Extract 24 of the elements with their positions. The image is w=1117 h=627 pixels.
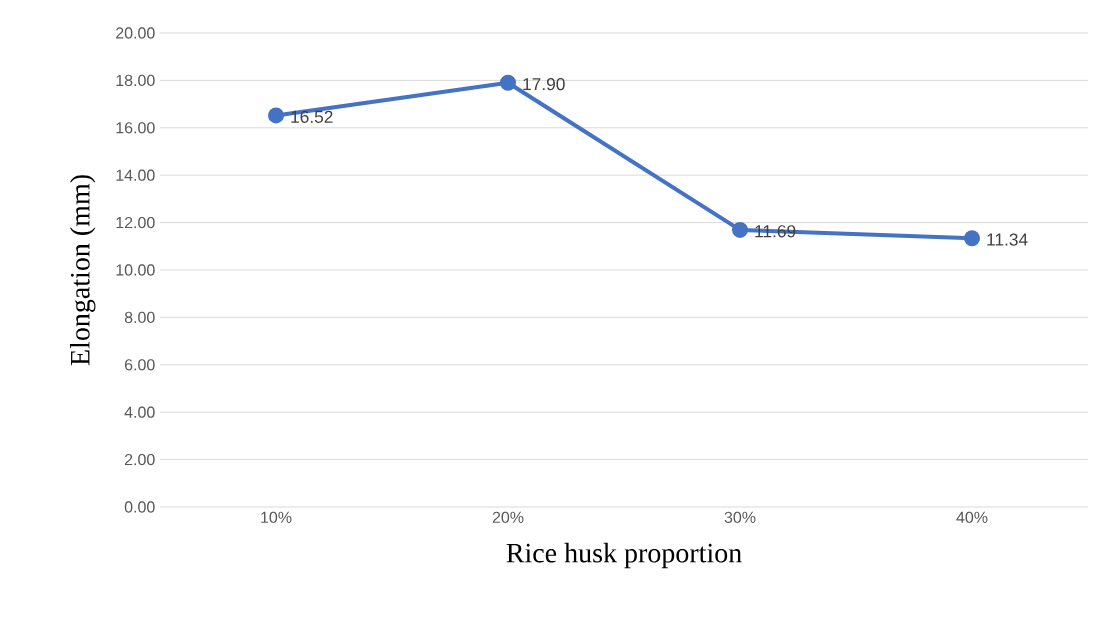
data-label: 17.90 bbox=[523, 77, 565, 91]
y-tick-label: 18.00 bbox=[116, 74, 155, 87]
point bbox=[732, 221, 748, 238]
data-label: 11.34 bbox=[987, 233, 1028, 246]
y-tick-label: 12.00 bbox=[116, 216, 155, 229]
x-axis-title: Rice husk proportion bbox=[506, 542, 742, 569]
y-tick-label: 6.00 bbox=[124, 359, 155, 371]
y-axis-title: Elongation (mm) bbox=[69, 175, 96, 366]
y-tick-label: 0.00 bbox=[124, 501, 155, 513]
point bbox=[500, 74, 516, 91]
x-tick-label: 20% bbox=[492, 511, 524, 524]
x-tick-label: 30% bbox=[724, 511, 756, 524]
y-tick-label: 10.00 bbox=[116, 264, 155, 276]
y-tick-label: 2.00 bbox=[124, 453, 155, 466]
y-tick-label: 14.00 bbox=[116, 169, 155, 181]
x-tick-label: 40% bbox=[956, 511, 988, 524]
y-tick-label: 4.00 bbox=[124, 406, 155, 418]
y-tick-label: 8.00 bbox=[124, 311, 155, 324]
x-tick-label: 10% bbox=[261, 511, 292, 524]
point bbox=[964, 230, 980, 247]
y-tick-label: 16.00 bbox=[116, 122, 155, 134]
y-tick-label: 20.00 bbox=[116, 27, 155, 39]
data-label: 16.52 bbox=[291, 110, 333, 123]
point bbox=[268, 107, 285, 124]
